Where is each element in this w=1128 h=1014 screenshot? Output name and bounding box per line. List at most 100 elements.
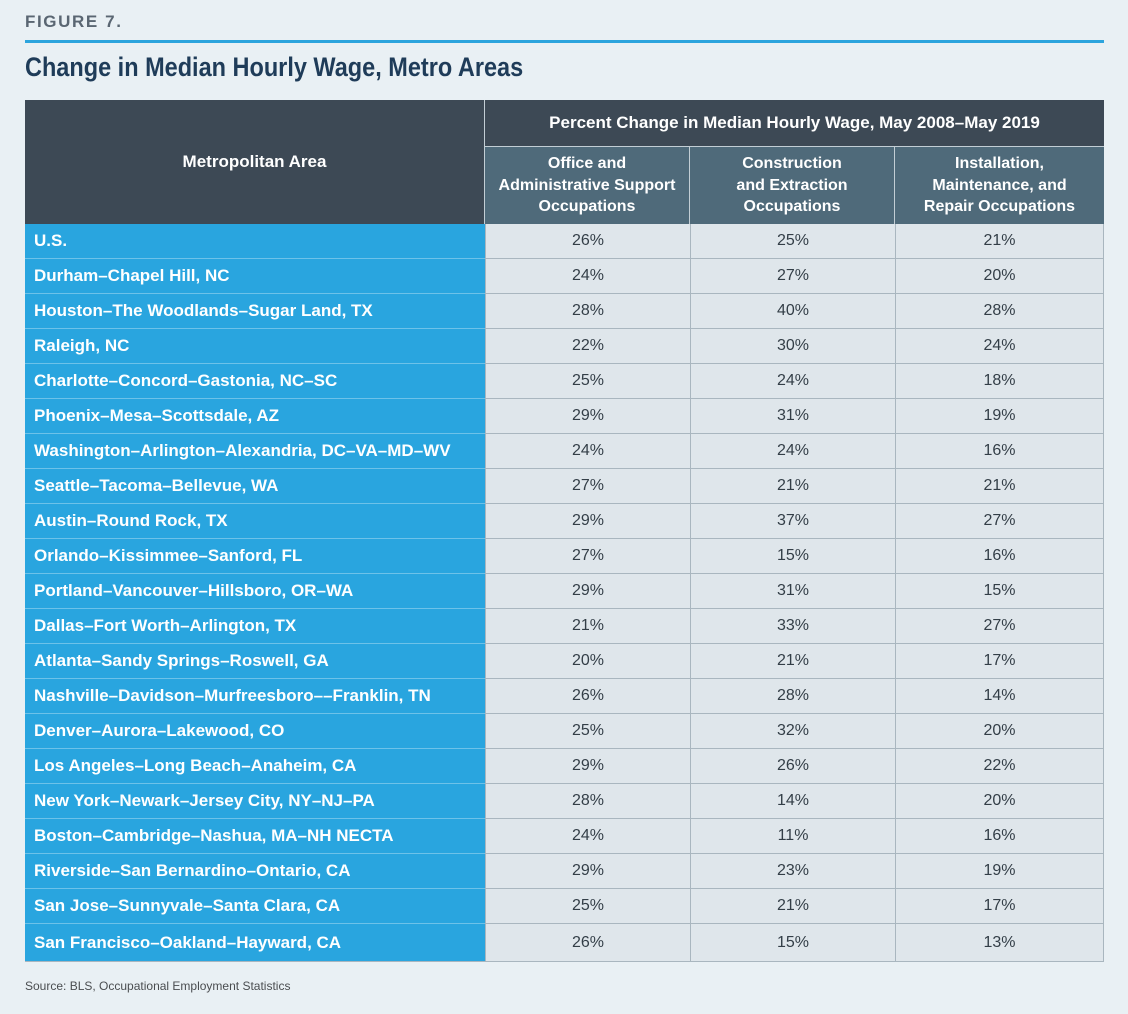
row-label-metro-area: Nashville–Davidson–Murfreesboro––Frankli… [25,679,485,714]
value-cell-office-admin: 25% [485,364,690,399]
value-cell-installation: 20% [895,784,1104,819]
value-cell-construction: 23% [690,854,895,889]
value-cell-construction: 24% [690,364,895,399]
table-row: Charlotte–Concord–Gastonia, NC–SC 25% 24% 1… [25,364,1104,399]
table-header: Metropolitan Area Percent Change in Medi… [25,100,1104,224]
source-note: Source: BLS, Occupational Employment Sta… [25,979,291,993]
row-label-metro-area: Raleigh, NC [25,329,485,364]
value-cell-installation: 17% [895,889,1104,924]
value-cell-office-admin: 25% [485,714,690,749]
value-cell-installation: 27% [895,609,1104,644]
table-row: Austin–Round Rock, TX 29% 37% 27% [25,504,1104,539]
row-label-metro-area: Phoenix–Mesa–Scottsdale, AZ [25,399,485,434]
row-label-metro-area: Riverside–San Bernardino–Ontario, CA [25,854,485,889]
value-cell-construction: 33% [690,609,895,644]
value-cell-office-admin: 24% [485,259,690,294]
table-row: Portland–Vancouver–Hillsboro, OR–WA 29% 31… [25,574,1104,609]
value-cell-installation: 13% [895,924,1104,962]
value-cell-construction: 28% [690,679,895,714]
figure-label: FIGURE 7. [25,12,123,31]
column-header-line: Occupations [743,198,841,216]
row-label-metro-area: Seattle–Tacoma–Bellevue, WA [25,469,485,504]
value-cell-installation: 18% [895,364,1104,399]
column-header-line: Office and [547,155,627,173]
row-label-metro-area: San Francisco–Oakland–Hayward, CA [25,924,485,962]
column-header-construction: Construction and Extraction Occupations [690,147,895,224]
row-label-metro-area: Atlanta–Sandy Springs–Roswell, GA [25,644,485,679]
value-cell-construction: 21% [690,644,895,679]
column-header-line: Maintenance, and [932,176,1067,194]
column-header-line: Occupations [538,198,636,216]
value-cell-office-admin: 29% [485,504,690,539]
header-percent-change: Percent Change in Median Hourly Wage, Ma… [485,100,1104,147]
value-cell-office-admin: 28% [485,784,690,819]
value-cell-office-admin: 29% [485,749,690,784]
value-cell-office-admin: 25% [485,889,690,924]
row-label-metro-area: New York–Newark–Jersey City, NY–NJ–PA [25,784,485,819]
table-row: Seattle–Tacoma–Bellevue, WA 27% 21% 21% [25,469,1104,504]
value-cell-installation: 14% [895,679,1104,714]
table-row: Boston–Cambridge–Nashua, MA–NH NECTA 24% 1… [25,819,1104,854]
row-label-metro-area: Boston–Cambridge–Nashua, MA–NH NECTA [25,819,485,854]
value-cell-construction: 31% [690,574,895,609]
value-cell-office-admin: 29% [485,399,690,434]
column-header-office-admin: Office and Administrative Support Occupa… [485,147,690,224]
value-cell-office-admin: 26% [485,679,690,714]
value-cell-office-admin: 27% [485,469,690,504]
column-header-line: Construction [742,155,842,173]
table-row: Houston–The Woodlands–Sugar Land, TX 28% 4… [25,294,1104,329]
column-header-line: Administrative Support [498,176,676,194]
title-rule [25,40,1104,43]
value-cell-construction: 27% [690,259,895,294]
value-cell-installation: 21% [895,224,1104,259]
table-row: Nashville–Davidson–Murfreesboro––Frankli… [25,679,1104,714]
value-cell-office-admin: 20% [485,644,690,679]
value-cell-installation: 16% [895,539,1104,574]
row-label-metro-area: Orlando–Kissimmee–Sanford, FL [25,539,485,574]
value-cell-construction: 15% [690,539,895,574]
value-cell-construction: 40% [690,294,895,329]
value-cell-construction: 21% [690,889,895,924]
column-header-line: Repair Occupations [923,198,1076,216]
value-cell-installation: 17% [895,644,1104,679]
row-label-metro-area: U.S. [25,224,485,259]
row-label-metro-area: San Jose–Sunnyvale–Santa Clara, CA [25,889,485,924]
table-row: Atlanta–Sandy Springs–Roswell, GA 20% 21% 1… [25,644,1104,679]
value-cell-office-admin: 24% [485,819,690,854]
value-cell-construction: 11% [690,819,895,854]
row-label-metro-area: Dallas–Fort Worth–Arlington, TX [25,609,485,644]
value-cell-office-admin: 26% [485,924,690,962]
value-cell-construction: 26% [690,749,895,784]
table-body: U.S. 26% 25% 21% Durham–Chapel Hill, NC 24% 27… [25,224,1104,962]
table-row: Denver–Aurora–Lakewood, CO 25% 32% 20% [25,714,1104,749]
row-label-metro-area: Durham–Chapel Hill, NC [25,259,485,294]
table-row: U.S. 26% 25% 21% [25,224,1104,259]
value-cell-installation: 20% [895,714,1104,749]
value-cell-construction: 15% [690,924,895,962]
value-cell-office-admin: 29% [485,854,690,889]
table-row: Washington–Arlington–Alexandria, DC–VA–M… [25,434,1104,469]
row-label-metro-area: Houston–The Woodlands–Sugar Land, TX [25,294,485,329]
table-row: Dallas–Fort Worth–Arlington, TX 21% 33% 27% [25,609,1104,644]
column-header-line: Installation, [955,155,1044,173]
value-cell-office-admin: 21% [485,609,690,644]
table-row: Riverside–San Bernardino–Ontario, CA 29% 2… [25,854,1104,889]
value-cell-installation: 16% [895,434,1104,469]
table-row: Durham–Chapel Hill, NC 24% 27% 20% [25,259,1104,294]
row-label-metro-area: Charlotte–Concord–Gastonia, NC–SC [25,364,485,399]
table-row: Phoenix–Mesa–Scottsdale, AZ 29% 31% 19% [25,399,1104,434]
table-row: San Francisco–Oakland–Hayward, CA 26% 15% 1… [25,924,1104,962]
value-cell-construction: 25% [690,224,895,259]
table-row: Orlando–Kissimmee–Sanford, FL 27% 15% 16% [25,539,1104,574]
value-cell-office-admin: 24% [485,434,690,469]
value-cell-construction: 37% [690,504,895,539]
header-metropolitan-area: Metropolitan Area [25,100,485,224]
figure-title: Change in Median Hourly Wage, Metro Area… [25,52,524,82]
value-cell-installation: 15% [895,574,1104,609]
value-cell-installation: 21% [895,469,1104,504]
row-label-metro-area: Denver–Aurora–Lakewood, CO [25,714,485,749]
value-cell-office-admin: 26% [485,224,690,259]
value-cell-installation: 19% [895,399,1104,434]
row-label-metro-area: Portland–Vancouver–Hillsboro, OR–WA [25,574,485,609]
column-header-line: and Extraction [736,176,848,194]
